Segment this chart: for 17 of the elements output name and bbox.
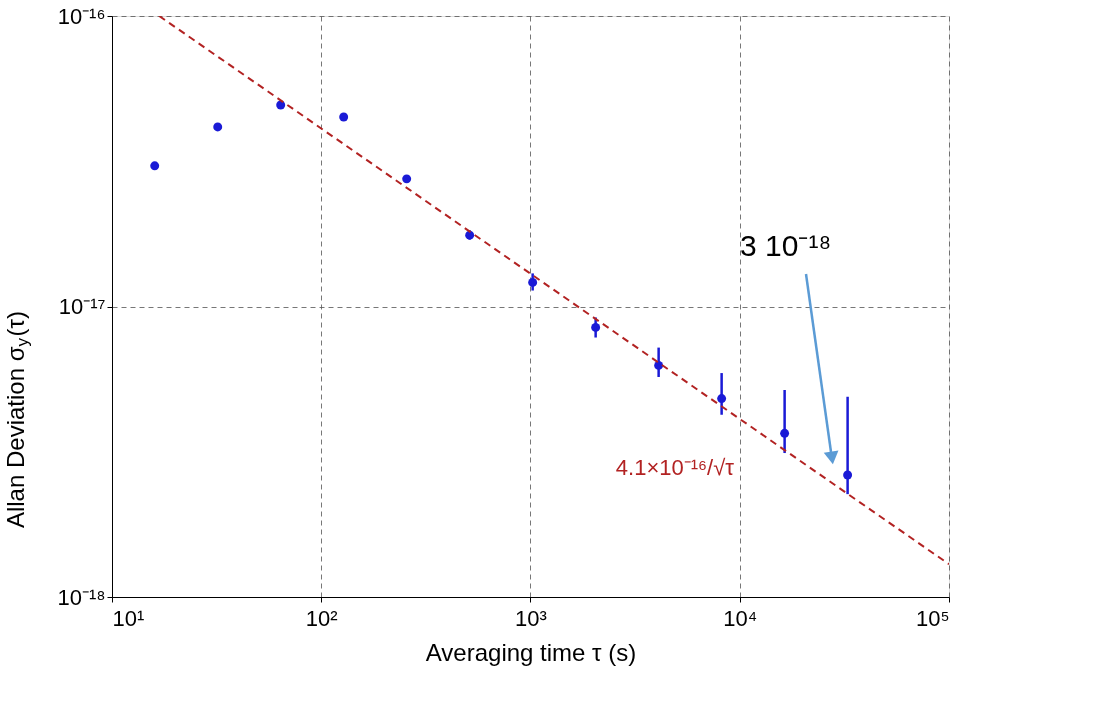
x-tick-label: 10³ <box>515 605 547 631</box>
y-tick-label: 10⁻¹⁸ <box>57 584 106 610</box>
x-tick-label: 10⁴ <box>723 605 758 631</box>
x-tick-label: 10¹ <box>112 605 145 631</box>
x-tick-label: 10⁵ <box>915 605 950 631</box>
annotation: 3 10⁻¹⁸ <box>740 229 832 262</box>
y-tick-label: 10⁻¹⁶ <box>57 3 106 29</box>
point <box>402 174 412 184</box>
y-tick-label: 10⁻¹⁷ <box>58 294 106 319</box>
point <box>213 122 223 132</box>
x-tick-label: 10² <box>305 605 338 631</box>
point <box>276 100 286 110</box>
point <box>150 161 160 171</box>
annotation: 4.1×10⁻¹⁶/√τ <box>615 455 735 480</box>
x-axis-title: Averaging time τ (s) <box>425 638 637 666</box>
y-axis-title: Allan Deviation σy(τ) <box>2 311 32 529</box>
point <box>339 112 349 122</box>
